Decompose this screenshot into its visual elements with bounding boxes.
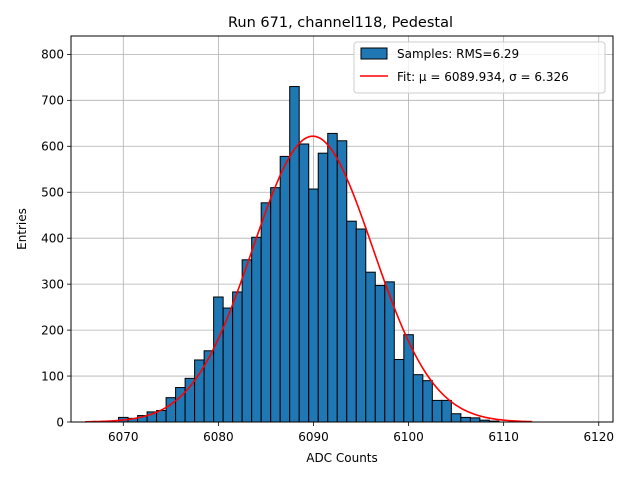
legend-label-samples: Samples: RMS=6.29 bbox=[397, 47, 519, 61]
histogram-bar bbox=[260, 202, 272, 423]
histogram-bar bbox=[213, 296, 224, 423]
y-tick-label: 800 bbox=[41, 48, 64, 62]
legend-box bbox=[353, 41, 606, 94]
histogram-bar bbox=[336, 140, 348, 423]
histogram-bar bbox=[251, 236, 262, 423]
x-axis-label: ADC Counts bbox=[306, 451, 378, 465]
histogram-bar bbox=[460, 416, 471, 423]
legend-label-fit: Fit: μ = 6089.934, σ = 6.326 bbox=[397, 70, 569, 84]
histogram-bar bbox=[412, 374, 424, 423]
histogram-bar bbox=[469, 417, 481, 423]
histogram-bars bbox=[118, 86, 500, 423]
fit-curve-line bbox=[85, 135, 533, 423]
y-tick-label: 0 bbox=[56, 415, 64, 429]
y-axis-label: Entries bbox=[15, 208, 29, 250]
histogram-bar bbox=[298, 143, 310, 423]
histogram-bar bbox=[374, 285, 386, 423]
histogram-bar bbox=[365, 271, 376, 423]
histogram-bar bbox=[441, 399, 452, 423]
x-tick-label: 6110 bbox=[488, 430, 519, 444]
y-tick-label: 100 bbox=[41, 369, 64, 383]
histogram-bar bbox=[184, 377, 196, 423]
legend-swatch-samples bbox=[360, 47, 388, 60]
x-tick-label: 6070 bbox=[108, 430, 139, 444]
histogram-bar bbox=[450, 413, 462, 423]
x-tick-label: 6080 bbox=[203, 430, 234, 444]
histogram-bar bbox=[422, 380, 433, 423]
histogram-bar bbox=[355, 228, 367, 423]
histogram-bar bbox=[203, 350, 215, 423]
legend: Samples: RMS=6.29 Fit: μ = 6089.934, σ =… bbox=[353, 41, 606, 94]
x-tick-label: 6120 bbox=[583, 430, 614, 444]
y-tick-label: 700 bbox=[41, 94, 64, 108]
x-tick-label: 6100 bbox=[393, 430, 424, 444]
y-axis-ticks: 0 100 200 300 400 500 600 700 800 bbox=[41, 48, 71, 429]
chart-title: Run 671, channel118, Pedestal bbox=[228, 15, 453, 31]
histogram-bar bbox=[431, 399, 443, 423]
histogram-bar bbox=[327, 132, 338, 423]
x-tick-label: 6090 bbox=[298, 430, 329, 444]
histogram-bar bbox=[232, 291, 243, 423]
y-tick-label: 400 bbox=[41, 231, 64, 245]
histogram-bar bbox=[279, 155, 291, 423]
y-tick-label: 200 bbox=[41, 323, 64, 337]
plot-area-frame bbox=[70, 35, 614, 423]
histogram-bar bbox=[308, 188, 319, 423]
y-tick-label: 300 bbox=[41, 277, 64, 291]
histogram-bar bbox=[393, 359, 405, 423]
x-axis-ticks: 6070 6080 6090 6100 6110 6120 bbox=[108, 422, 614, 444]
histogram-bar bbox=[289, 86, 300, 423]
histogram-bar bbox=[346, 220, 357, 423]
y-tick-label: 500 bbox=[41, 186, 64, 200]
histogram-bar bbox=[241, 259, 253, 423]
histogram-bar bbox=[270, 187, 281, 423]
y-tick-label: 600 bbox=[41, 140, 64, 154]
histogram-bar bbox=[317, 152, 329, 423]
